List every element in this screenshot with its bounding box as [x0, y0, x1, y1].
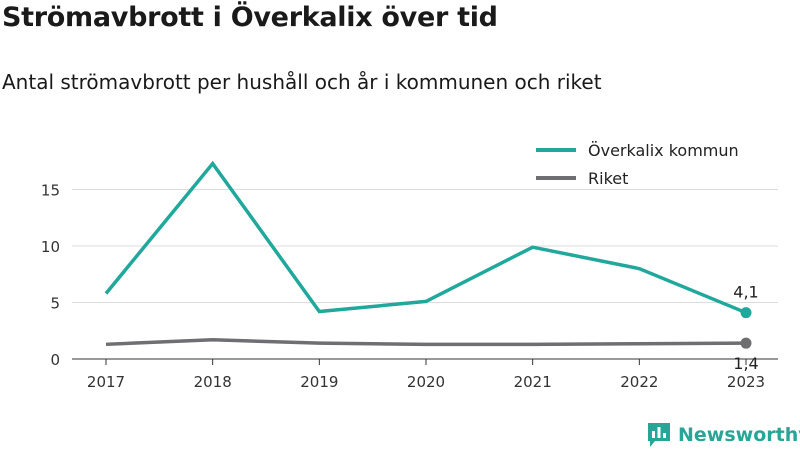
end-value-label: 1,4 — [733, 354, 758, 373]
chart-subtitle: Antal strömavbrott per hushåll och år i … — [2, 70, 602, 94]
x-tick-label: 2021 — [514, 373, 552, 391]
series-line-overkalix — [104, 160, 747, 315]
series-line-riket — [105, 338, 747, 347]
y-tick-label: 15 — [41, 182, 60, 200]
y-tick-label: 0 — [50, 351, 60, 369]
y-tick-label: 5 — [50, 295, 60, 313]
x-tick-label: 2017 — [87, 373, 125, 391]
x-axis: 2017 2018 2019 2020 2021 2022 2023 — [72, 358, 778, 391]
x-tick-label: 2020 — [407, 373, 445, 391]
legend-label: Riket — [588, 169, 628, 188]
end-point-marker — [740, 337, 752, 349]
chart-title: Strömavbrott i Överkalix över tid — [2, 2, 498, 33]
newsworthy-brand: Newsworthy — [646, 421, 800, 449]
series-lines: 4,1 1,4 — [104, 160, 759, 373]
end-value-label: 4,1 — [733, 283, 758, 302]
x-tick-label: 2018 — [194, 373, 232, 391]
legend-label: Överkalix kommun — [588, 141, 739, 160]
x-tick-label: 2023 — [727, 373, 765, 391]
x-tick-label: 2019 — [300, 373, 338, 391]
legend: Överkalix kommun Riket — [536, 141, 739, 188]
newsworthy-logo-icon — [648, 423, 670, 447]
y-tick-label: 10 — [41, 238, 60, 256]
brand-name: Newsworthy — [678, 424, 800, 446]
end-point-marker — [740, 307, 752, 319]
x-tick-label: 2022 — [620, 373, 658, 391]
y-axis: 0 5 10 15 — [41, 182, 60, 369]
